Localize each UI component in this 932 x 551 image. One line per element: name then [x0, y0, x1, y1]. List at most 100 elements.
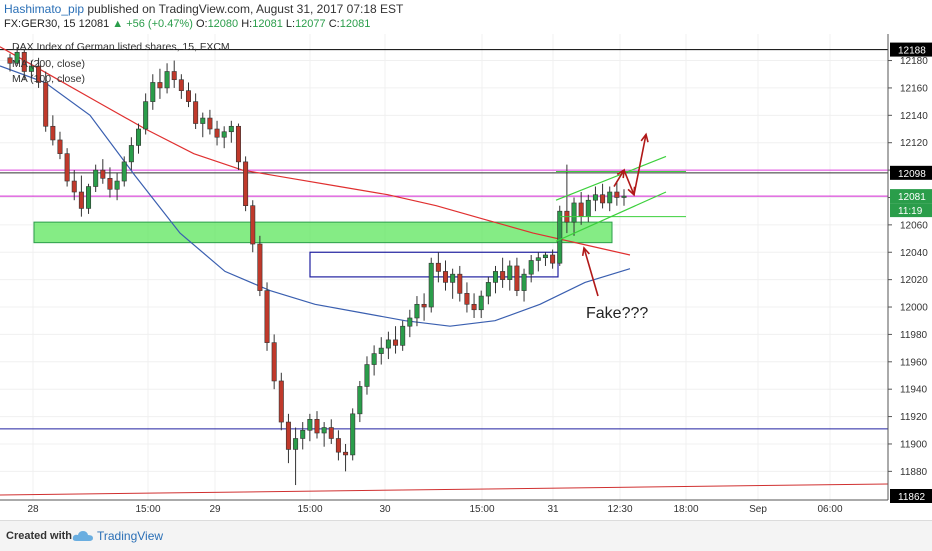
candle-body	[621, 195, 627, 198]
price-tick-label: 11980	[900, 330, 928, 341]
candle-body	[136, 128, 142, 146]
publish-info: Hashimato_pip published on TradingView.c…	[4, 2, 403, 16]
price-badge	[890, 42, 932, 57]
candle-body	[257, 243, 263, 291]
author-name[interactable]: Hashimato_pip	[4, 2, 85, 16]
price-tick-label: 12040	[900, 248, 928, 259]
zones	[33, 221, 613, 278]
price-tick-label: 11940	[900, 385, 928, 396]
candle-body	[64, 153, 70, 182]
candle-body	[421, 303, 427, 308]
candle-body	[293, 438, 299, 450]
candle-body	[500, 271, 506, 280]
candle-body	[207, 117, 213, 130]
candle-body	[485, 282, 491, 297]
candle-body	[43, 82, 49, 127]
candle-body	[150, 82, 156, 102]
candle-body	[378, 347, 384, 354]
candle-body	[550, 254, 556, 264]
price-badge	[890, 165, 932, 180]
open-value: 12080	[207, 18, 239, 30]
candle-body	[278, 380, 284, 423]
candle-body	[364, 364, 370, 387]
candle-body	[514, 265, 520, 291]
price-tick-label: 12060	[900, 220, 928, 231]
fake-arrow	[583, 247, 599, 297]
levels	[0, 49, 889, 496]
candle-body	[243, 161, 249, 206]
candle-body	[464, 293, 470, 305]
candle-body	[271, 342, 277, 382]
drawings	[555, 132, 686, 297]
low-label: L:	[285, 18, 296, 30]
price-axis[interactable]: 11880 11900 11920 11940 11960 11980 12000 12020…	[887, 34, 932, 503]
candle-body	[343, 451, 349, 456]
arrow-down-short	[623, 169, 635, 196]
candle-body	[542, 254, 548, 259]
price-tick-label: 11900	[900, 439, 928, 450]
price-badge	[890, 203, 932, 218]
candle-body	[407, 317, 413, 327]
arrow-up-target-head	[640, 132, 649, 143]
candle-body	[357, 386, 363, 415]
price-tick-label: 12140	[900, 111, 928, 122]
candle-body	[435, 262, 441, 272]
candle-body	[521, 273, 527, 291]
candle-body	[585, 199, 591, 217]
plot-area[interactable]	[0, 34, 888, 500]
price-tick-label: 12120	[900, 138, 928, 149]
created-with-label: Created with	[6, 530, 73, 542]
candle-body	[300, 429, 306, 439]
candle-body	[7, 57, 13, 64]
candle-body	[28, 65, 34, 72]
time-tick-label: 29	[209, 504, 221, 515]
price-badge	[890, 189, 932, 204]
candle-body	[107, 178, 113, 190]
candle-body	[114, 180, 120, 190]
time-tick-label: 06:00	[817, 504, 842, 515]
candle-body	[328, 427, 334, 439]
candle-body	[185, 90, 191, 102]
candle-body	[157, 82, 163, 89]
ohlc-header: FX:GER30, 15 12081 ▲ +56 (+0.47%) O:1208…	[4, 18, 370, 30]
time-axis[interactable]: 28 15:00 29 15:00 30 15:00 31 12:30 18:00 Sep 06:0…	[0, 499, 888, 515]
close-value: 12081	[339, 18, 371, 30]
candle-body	[178, 79, 184, 91]
price-change: +56 (+0.47%)	[126, 18, 193, 30]
candle-body	[400, 325, 406, 346]
candle-body	[121, 161, 127, 182]
candle-body	[371, 353, 377, 365]
channel-upper-line	[555, 155, 667, 201]
candle-body	[535, 257, 541, 261]
candle-body	[443, 271, 449, 283]
published-text: published on TradingView.com, August 31,…	[87, 2, 404, 16]
price-tick-label: 12160	[900, 83, 928, 94]
candle-body	[250, 205, 256, 245]
fake-arrow-head	[581, 246, 590, 257]
time-tick-label: 18:00	[673, 504, 698, 515]
tradingview-brand[interactable]: TradingView	[97, 529, 164, 543]
price-chart[interactable]: 11880 11900 11920 11940 11960 11980 12000 12020…	[0, 34, 932, 520]
candle-body	[393, 339, 399, 346]
price-tick-label: 11880	[900, 467, 928, 478]
price-badge-label: 12188	[898, 46, 926, 57]
footer: Created with TradingView	[0, 520, 932, 551]
low-value: 12077	[295, 18, 326, 30]
candle-body	[314, 419, 320, 434]
candle-body	[450, 273, 456, 283]
candle-body	[528, 260, 534, 275]
candle-body	[578, 202, 584, 217]
candle-body	[164, 71, 170, 89]
candle-body	[607, 191, 613, 204]
chart-title: DAX Index of German listed shares, 15, F…	[12, 41, 230, 53]
candle-body	[214, 128, 220, 138]
price-badge-label: 12098	[898, 169, 926, 180]
ma100-line	[0, 65, 631, 327]
up-arrow-icon: ▲	[112, 18, 124, 30]
candle-body	[414, 303, 420, 319]
candle-body	[128, 145, 134, 163]
candle-body	[614, 191, 620, 198]
price-tick-label: 11920	[900, 412, 928, 423]
arrow-up-short	[613, 169, 625, 187]
candle-body	[492, 271, 498, 283]
